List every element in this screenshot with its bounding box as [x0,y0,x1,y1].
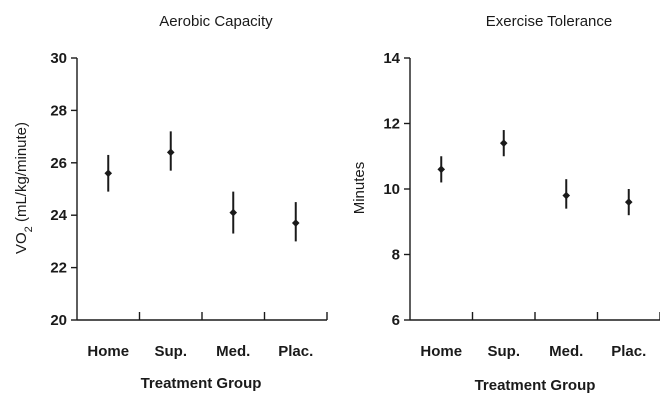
y-tick-label: 26 [50,155,67,172]
aerobic-capacity-panel: Aerobic Capacity Treatment Group VO2 (mL… [13,13,328,392]
data-point [291,219,300,227]
data-point [499,139,508,147]
y-tick-label: 10 [383,181,400,198]
y-axis-label-subscript: 2 [23,226,35,232]
category-label: Plac. [611,343,646,360]
y-tick-label: 30 [50,50,67,67]
y-tick-label: 20 [50,312,67,329]
data-point [229,208,238,217]
y-tick-label: 22 [50,260,67,277]
y-tick-label: 24 [50,207,67,224]
category-label: Sup. [155,343,188,360]
data-point [166,148,175,157]
chart-title-exercise: Exercise Tolerance [486,13,612,30]
y-tick-label: 12 [383,116,400,133]
exercise-tolerance-panel: Exercise Tolerance Treatment Group Minut… [351,13,660,393]
data-point [624,198,633,206]
x-axis-label-exercise: Treatment Group [475,377,596,393]
y-tick-label: 6 [392,312,400,329]
data-point [562,191,571,200]
data-point [104,169,113,178]
y-tick-label: 8 [392,247,400,264]
y-tick-label: 28 [50,102,67,119]
category-label: Home [87,343,129,360]
y-axis-label-exercise: Minutes [351,162,368,215]
category-label: Med. [549,343,583,360]
y-axis-label-main: VO [13,232,30,254]
category-label: Home [420,343,462,360]
category-label: Sup. [488,343,521,360]
chart-title-aerobic: Aerobic Capacity [159,13,273,30]
y-tick-label: 14 [383,50,400,67]
y-axis-label-aerobic: VO2 (mL/kg/minute) [13,122,35,254]
y-axis-label-unit: (mL/kg/minute) [13,122,30,226]
x-axis-label-aerobic: Treatment Group [141,375,262,392]
category-label: Med. [216,343,250,360]
data-point [437,165,446,174]
category-label: Plac. [278,343,313,360]
